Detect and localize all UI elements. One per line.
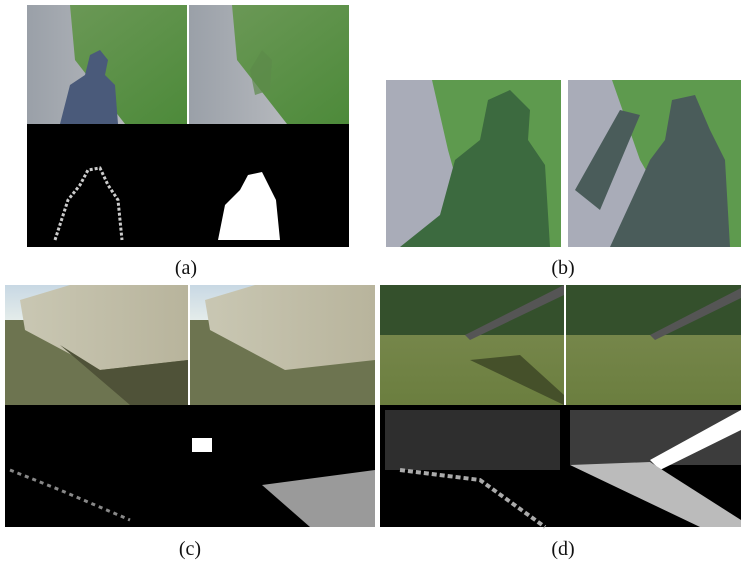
caption: (a) — [175, 257, 197, 279]
figure: (a) (b) (c) (d — [0, 0, 741, 564]
tree-noise — [385, 410, 560, 470]
page: (a) (b) (c) (d — [0, 0, 741, 564]
panel-a — [27, 5, 349, 247]
mask-background — [27, 124, 349, 247]
caption: (d) — [551, 538, 574, 560]
panel-b — [386, 80, 741, 247]
panel-d — [380, 285, 741, 527]
false-positive — [192, 438, 212, 452]
caption: (c) — [179, 538, 201, 560]
trees — [380, 285, 564, 335]
caption: (b) — [551, 257, 574, 279]
panel-c — [5, 285, 375, 527]
